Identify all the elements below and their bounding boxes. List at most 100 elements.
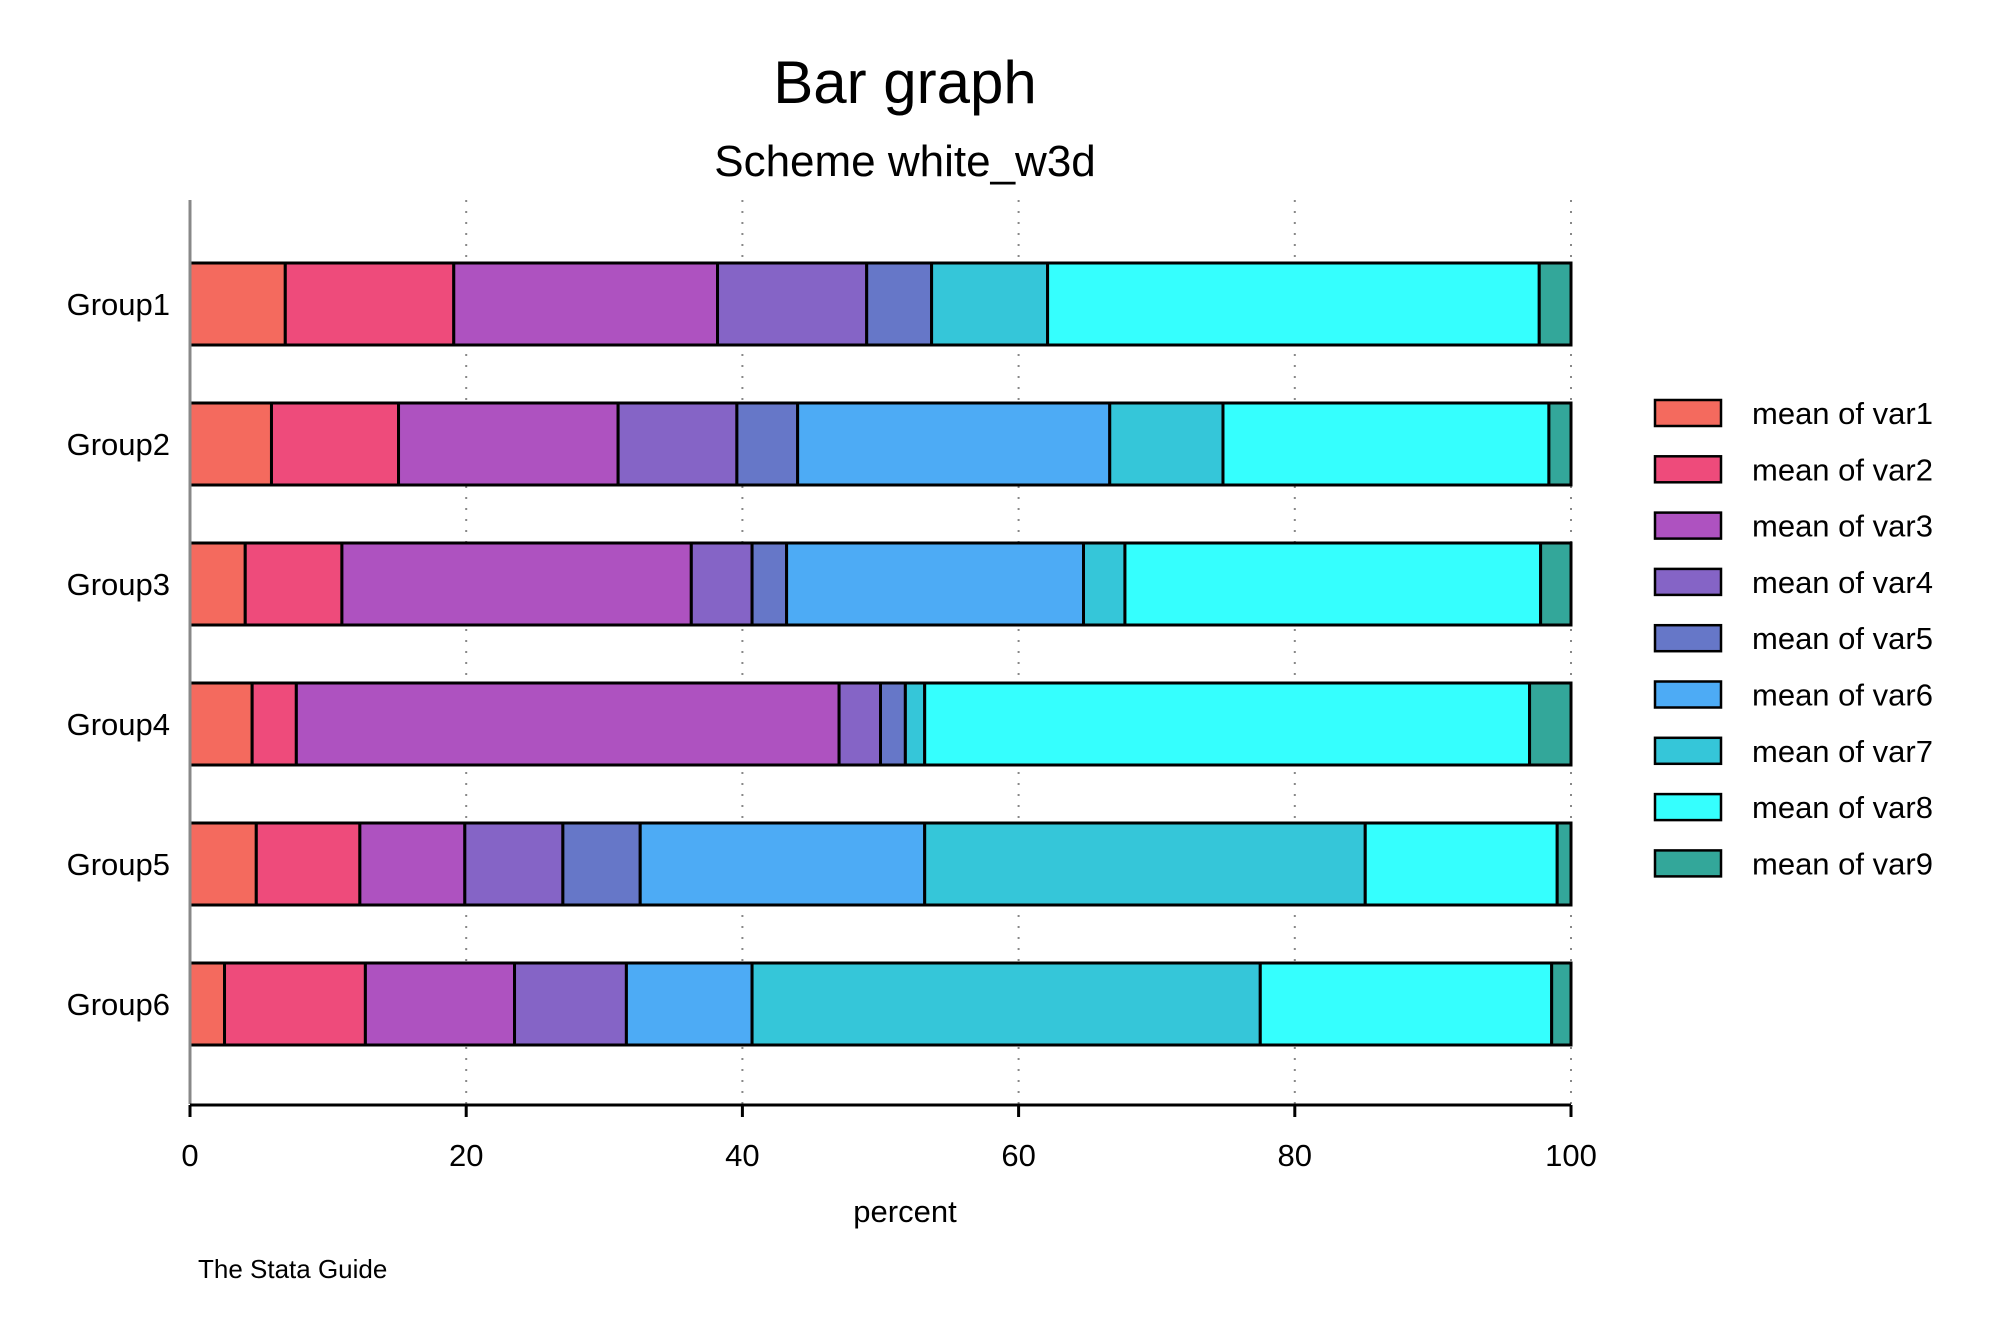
bar-group2-var5	[735, 401, 800, 487]
bar-group4-var5	[879, 681, 907, 767]
bar-group-group1	[188, 261, 1573, 347]
legend-item-var9: mean of var9	[1653, 846, 1933, 881]
bar-group4-var3	[294, 681, 841, 767]
bar-group5-var8	[1363, 821, 1559, 907]
bar-group2-var7	[1108, 401, 1225, 487]
legend-swatch-var5	[1653, 623, 1723, 653]
bar-group4-var8	[923, 681, 1532, 767]
bar-group4-var9	[1528, 681, 1573, 767]
y-tick-label-group4: Group4	[67, 707, 170, 742]
y-tick-label-group6: Group6	[67, 987, 170, 1022]
bar-group1-var4	[716, 261, 869, 347]
legend-item-var1: mean of var1	[1653, 396, 1933, 431]
legend-label-var6: mean of var6	[1752, 678, 1933, 713]
bar-group6-var1	[188, 961, 227, 1047]
y-tick-label-group2: Group2	[67, 427, 170, 462]
bar-group4-var2	[250, 681, 298, 767]
legend-label-var8: mean of var8	[1752, 790, 1933, 825]
bar-group2-var2	[269, 401, 401, 487]
x-tick-label-20: 20	[449, 1138, 483, 1173]
bar-group6-var3	[363, 961, 517, 1047]
x-tick-label-40: 40	[725, 1138, 759, 1173]
bar-group3-var6	[785, 541, 1086, 627]
chart-note: The Stata Guide	[198, 1254, 388, 1284]
bar-group-group2	[188, 401, 1573, 487]
legend-swatch-var6	[1653, 680, 1723, 709]
bar-group5-var7	[923, 821, 1367, 907]
legend-swatch-var7	[1653, 736, 1723, 766]
bar-group5-var6	[638, 821, 927, 907]
legend-label-var5: mean of var5	[1752, 621, 1933, 656]
bar-group4-var1	[188, 681, 254, 767]
bar-group3-var8	[1123, 541, 1543, 627]
legend-item-var2: mean of var2	[1653, 452, 1933, 487]
legend-swatch-var4	[1653, 567, 1723, 597]
y-tick-label-group3: Group3	[67, 567, 170, 602]
bar-group5-var1	[188, 821, 258, 907]
y-tick-label-group5: Group5	[67, 847, 170, 882]
legend-item-var5: mean of var5	[1653, 621, 1933, 656]
bar-group3-var4	[689, 541, 754, 627]
legend-label-var7: mean of var7	[1752, 734, 1933, 769]
legend-swatch-var8	[1653, 792, 1723, 822]
bar-group6-var8	[1258, 961, 1554, 1047]
bar-group2-var4	[616, 401, 739, 487]
bar-group1-var7	[930, 261, 1050, 347]
y-tick-label-group1: Group1	[67, 287, 170, 322]
x-tick-label-100: 100	[1545, 1138, 1597, 1173]
bar-group-group3	[188, 541, 1573, 627]
bar-group6-var9	[1550, 961, 1573, 1047]
bar-group2-var6	[796, 401, 1112, 487]
bar-group1-var9	[1537, 261, 1573, 347]
legend-label-var3: mean of var3	[1752, 509, 1933, 544]
legend-item-var8: mean of var8	[1653, 790, 1933, 825]
bar-group2-var1	[188, 401, 273, 487]
legend-swatch-var3	[1653, 511, 1723, 540]
bar-group1-var2	[283, 261, 456, 347]
x-tick-label-0: 0	[181, 1138, 198, 1173]
bar-group3-var3	[340, 541, 693, 627]
bar-group5-var2	[254, 821, 362, 907]
bar-group4-var4	[837, 681, 883, 767]
bar-group3-var9	[1539, 541, 1573, 627]
legend-label-var1: mean of var1	[1752, 396, 1933, 431]
x-tick-label-60: 60	[1001, 1138, 1035, 1173]
legend: mean of var1 mean of var2 mean of var3 mean…	[1653, 396, 1933, 881]
bar-group-group5	[188, 821, 1573, 907]
bar-group1-var5	[865, 261, 934, 347]
bar-group5-var4	[463, 821, 565, 907]
bars	[188, 261, 1573, 1047]
bar-group1-var1	[188, 261, 287, 347]
bar-group2-var9	[1547, 401, 1573, 487]
bar-group-group4	[188, 681, 1573, 767]
x-axis-label: percent	[853, 1194, 957, 1229]
bar-group3-var2	[243, 541, 344, 627]
bar-group3-var1	[188, 541, 247, 627]
legend-swatch-var2	[1653, 455, 1723, 484]
legend-item-var6: mean of var6	[1653, 678, 1933, 713]
bar-group5-var9	[1555, 821, 1573, 907]
legend-item-var7: mean of var7	[1653, 734, 1933, 769]
x-tick-label-80: 80	[1278, 1138, 1312, 1173]
bar-group6-var4	[513, 961, 628, 1047]
legend-label-var4: mean of var4	[1752, 565, 1933, 600]
legend-swatch-var9	[1653, 849, 1723, 878]
legend-label-var9: mean of var9	[1752, 846, 1933, 881]
chart-title: Bar graph	[773, 49, 1037, 116]
bar-group2-var8	[1221, 401, 1551, 487]
chart-subtitle: Scheme white_w3d	[714, 137, 1096, 186]
bar-group1-var3	[452, 261, 720, 347]
legend-item-var4: mean of var4	[1653, 565, 1933, 600]
bar-group-group6	[188, 961, 1573, 1047]
bar-group6-var2	[223, 961, 367, 1047]
bar-group6-var6	[624, 961, 754, 1047]
bar-group3-var5	[750, 541, 789, 627]
legend-item-var3: mean of var3	[1653, 509, 1933, 544]
bar-group2-var3	[397, 401, 620, 487]
legend-swatch-var1	[1653, 398, 1723, 428]
bar-group3-var7	[1082, 541, 1127, 627]
bar-group5-var5	[561, 821, 642, 907]
legend-label-var2: mean of var2	[1752, 452, 1933, 487]
bar-group5-var3	[358, 821, 467, 907]
